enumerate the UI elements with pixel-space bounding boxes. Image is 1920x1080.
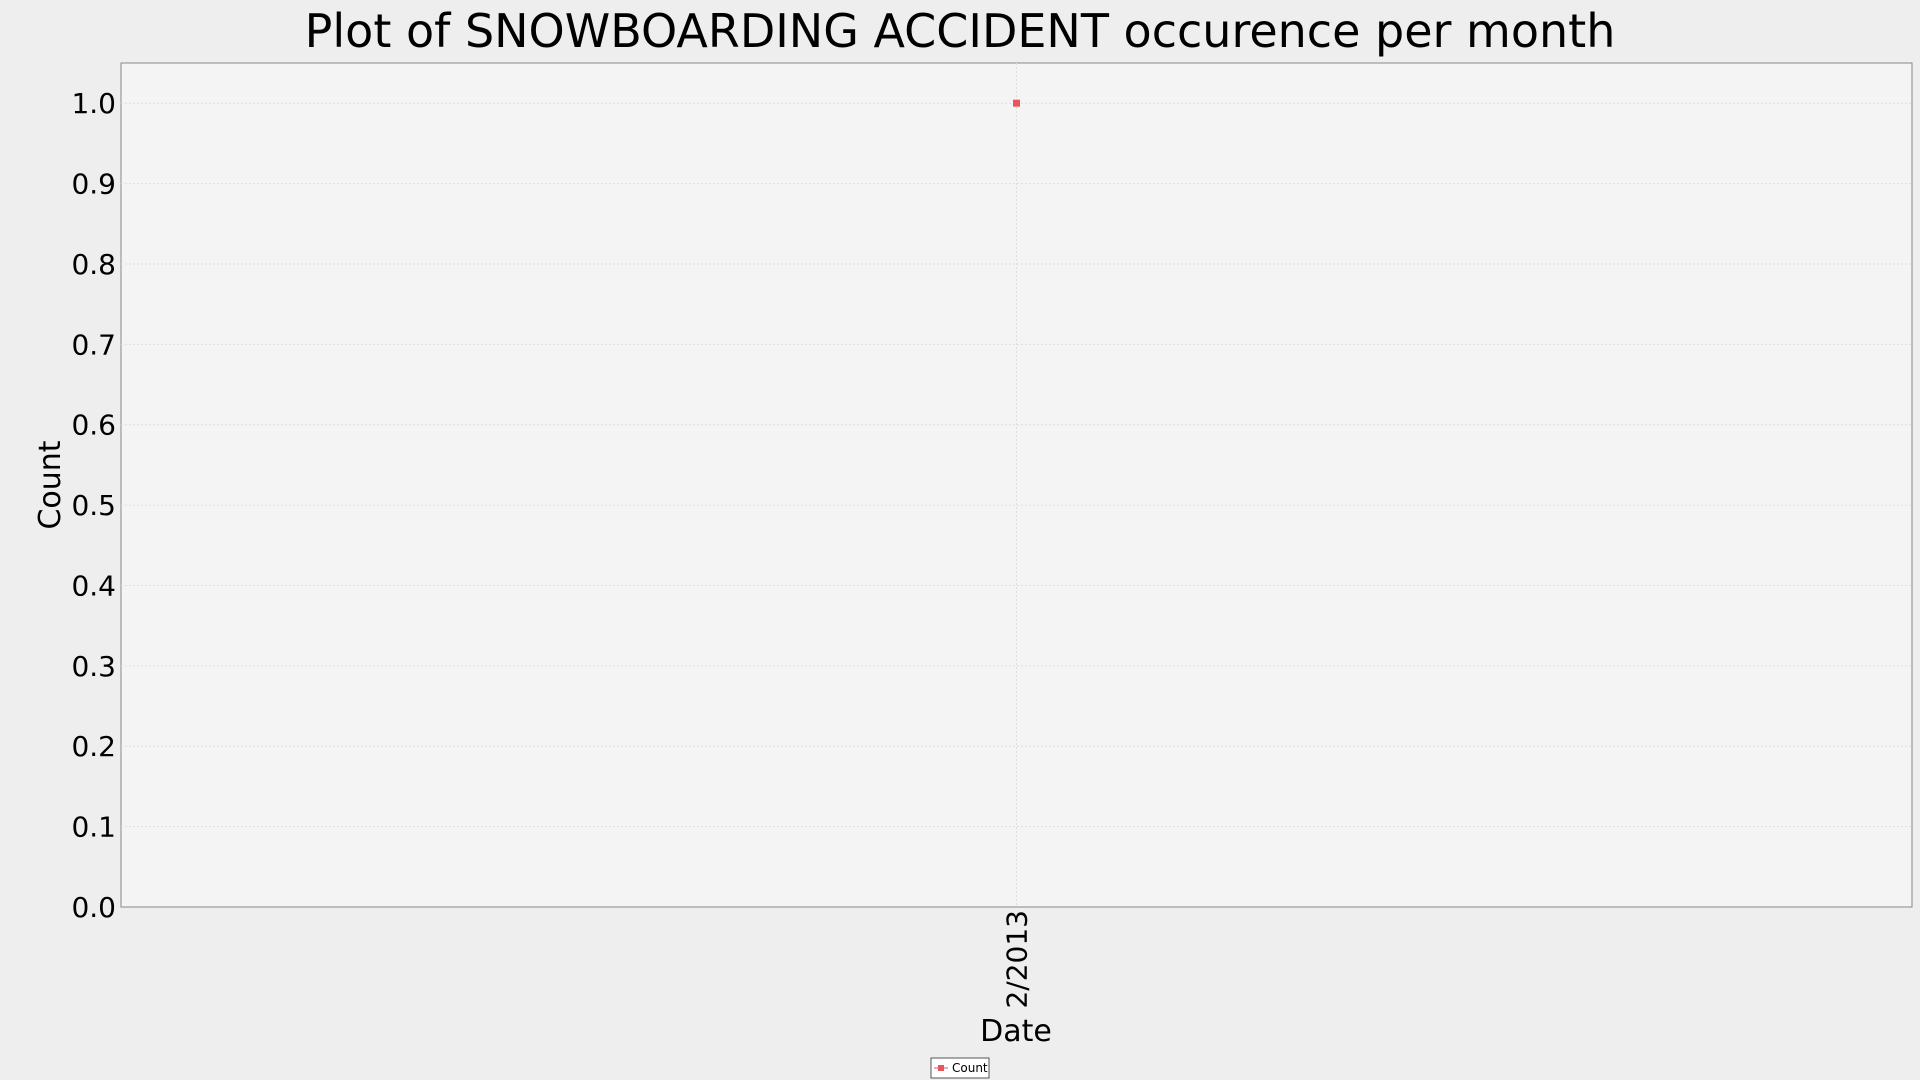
y-tick-label: 0.8	[71, 248, 116, 281]
y-axis-ticks: 0.0 0.1 0.2 0.3 0.4 0.5 0.6 0.7 0.8 0.9 1.0	[71, 87, 116, 924]
legend-box	[930, 1057, 990, 1079]
y-tick-label: 0.2	[71, 730, 116, 763]
y-axis-title: Count	[33, 440, 68, 529]
data-points	[1013, 99, 1020, 107]
y-tick-label: 0.0	[71, 891, 116, 924]
x-axis-ticks: 2/2013	[1001, 910, 1034, 1009]
grid-lines	[121, 63, 1912, 907]
data-point	[1013, 99, 1020, 107]
y-tick-label: 0.1	[71, 811, 116, 844]
legend: Count	[930, 1057, 990, 1079]
y-tick-label: 0.6	[71, 409, 116, 442]
y-tick-label: 0.5	[71, 489, 116, 522]
y-tick-label: 1.0	[71, 87, 116, 120]
y-tick-label: 0.7	[71, 328, 116, 361]
y-tick-label: 0.3	[71, 650, 116, 683]
x-axis-title: Date	[980, 1014, 1052, 1049]
y-tick-label: 0.4	[71, 569, 116, 602]
legend-label: Count	[952, 1061, 988, 1075]
x-tick-label: 2/2013	[1001, 910, 1034, 1009]
chart-title: Plot of SNOWBOARDING ACCIDENT occurence …	[305, 4, 1616, 58]
y-tick-label: 0.9	[71, 168, 116, 201]
